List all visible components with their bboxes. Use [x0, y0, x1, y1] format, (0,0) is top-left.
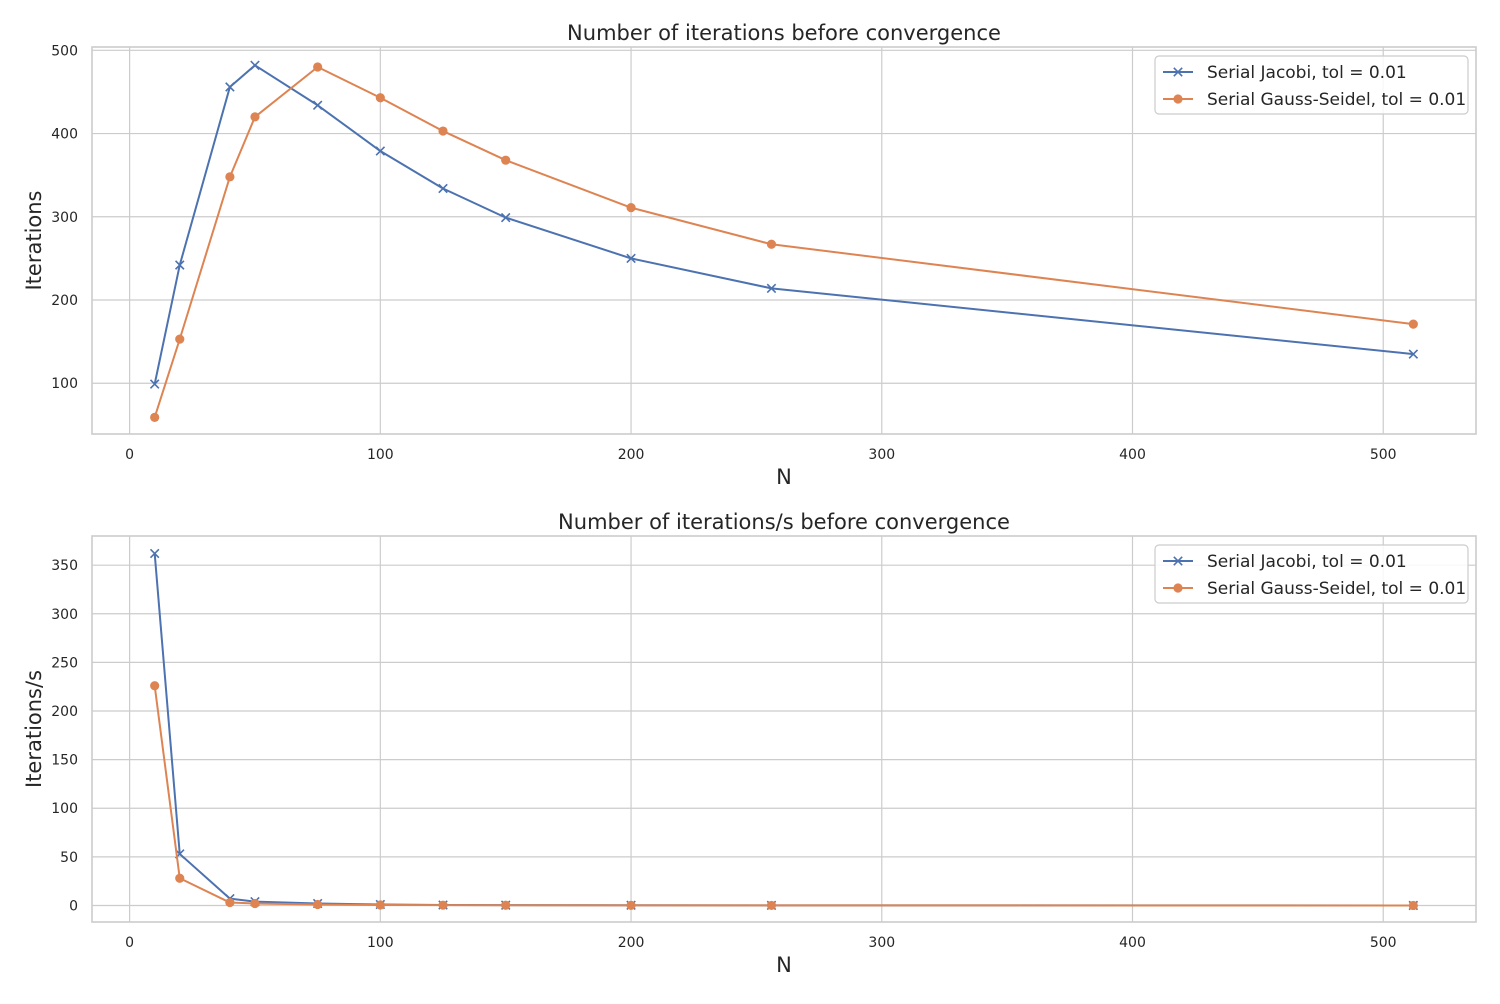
data-point	[1408, 900, 1418, 911]
data-point	[250, 898, 260, 909]
y-axis-label: Iterations	[22, 190, 46, 290]
y-tick-label: 350	[51, 558, 78, 574]
data-point	[250, 60, 260, 71]
legend: Serial Jacobi, tol = 0.01 Serial Gauss-Se…	[1154, 544, 1469, 604]
plot-frame	[91, 535, 1477, 923]
data-point	[766, 900, 777, 911]
y-tick-label: 400	[51, 127, 78, 143]
chart-title: Number of iterations before convergence	[567, 21, 1001, 45]
data-point	[626, 900, 636, 910]
data-point	[312, 100, 323, 111]
legend-label: Serial Gauss-Seidel, tol = 0.01	[1207, 579, 1466, 599]
legend-box	[1154, 544, 1469, 604]
data-point	[501, 900, 511, 910]
data-point	[501, 155, 511, 165]
data-point	[1408, 349, 1419, 359]
chart-title: Number of iterations/s before convergenc…	[558, 510, 1010, 534]
x-tick-label: 200	[618, 447, 645, 463]
data-point	[438, 126, 448, 136]
y-axis-label: Iterations/s	[22, 670, 46, 788]
data-point	[174, 260, 185, 270]
data-point	[225, 82, 235, 92]
data-point	[150, 681, 160, 691]
y-tick-label: 150	[51, 753, 78, 769]
x-tick-label: 100	[367, 447, 394, 463]
x-tick-label: 500	[1370, 935, 1397, 951]
data-point	[1408, 319, 1418, 329]
legend-label: Serial Gauss-Seidel, tol = 0.01	[1207, 90, 1466, 110]
data-point	[150, 412, 160, 422]
plot-frame	[91, 46, 1477, 435]
series-2	[150, 62, 1418, 422]
y-tick-label: 500	[51, 43, 78, 59]
data-point	[175, 334, 185, 344]
data-point	[375, 900, 385, 910]
y-tick-label: 200	[51, 704, 78, 720]
y-tick-label: 100	[51, 801, 78, 817]
data-point	[375, 93, 385, 103]
data-point	[766, 283, 777, 294]
x-tick-label: 400	[1119, 447, 1146, 463]
data-point	[175, 873, 185, 883]
data-point	[149, 548, 160, 559]
chart-panel-1: 0 100 200 300 400 500 100 200 300 400 500 Number of…	[22, 21, 1477, 489]
x-tick-label: 100	[367, 935, 394, 951]
y-tick-label: 300	[51, 607, 78, 623]
x-tick-label: 0	[125, 935, 134, 951]
x-tick-label: 300	[868, 935, 895, 951]
data-point	[313, 62, 323, 72]
data-point	[149, 379, 160, 389]
legend: Serial Jacobi, tol = 0.01 Serial Gauss-Se…	[1154, 55, 1469, 115]
data-point	[626, 253, 636, 264]
data-point	[438, 900, 448, 910]
data-point	[500, 212, 511, 223]
x-tick-label: 0	[125, 447, 134, 463]
y-tick-label: 100	[51, 376, 78, 392]
legend-swatch-marker	[1173, 67, 1183, 77]
legend-swatch-marker	[1173, 94, 1183, 104]
data-point	[766, 239, 777, 249]
series-1	[149, 60, 1419, 389]
y-tick-label: 250	[51, 655, 78, 671]
y-tick-label: 0	[69, 898, 78, 914]
legend-swatch-marker	[1173, 556, 1183, 566]
y-tick-label: 200	[51, 293, 78, 309]
data-point	[313, 899, 323, 910]
legend-swatch-marker	[1173, 583, 1183, 593]
y-tick-label: 300	[51, 210, 78, 226]
data-point	[375, 146, 386, 156]
data-point	[250, 112, 260, 122]
data-point	[225, 172, 235, 182]
x-tick-label: 500	[1370, 447, 1397, 463]
x-tick-label: 300	[868, 447, 895, 463]
x-tick-label: 400	[1119, 935, 1146, 951]
gridlines	[92, 47, 1476, 434]
legend-box	[1154, 55, 1469, 115]
x-axis-label: N	[776, 465, 792, 489]
legend-label: Serial Jacobi, tol = 0.01	[1207, 552, 1407, 572]
x-tick-label: 200	[618, 935, 645, 951]
series-2	[150, 681, 1418, 911]
x-axis-label: N	[776, 953, 792, 977]
data-point	[438, 183, 448, 194]
chart-panel-2: 0 100 200 300 400 500 0 50 100 150 200 250 300 350 Num…	[22, 510, 1477, 977]
data-point	[626, 203, 636, 213]
y-tick-label: 50	[60, 850, 78, 866]
legend-label: Serial Jacobi, tol = 0.01	[1207, 63, 1407, 83]
data-point	[225, 897, 235, 908]
